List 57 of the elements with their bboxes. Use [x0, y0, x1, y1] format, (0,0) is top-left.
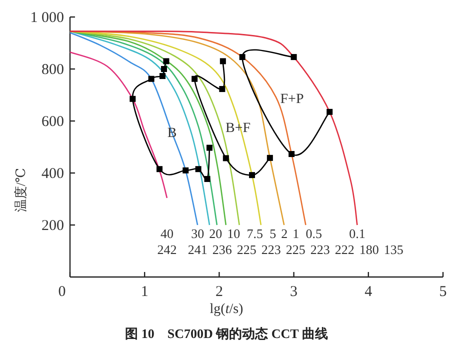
x-tick-label: 0: [58, 284, 66, 300]
point: [219, 86, 226, 92]
series-label: 0.1: [349, 226, 366, 241]
point: [222, 155, 229, 162]
point: [266, 154, 273, 161]
point: [239, 54, 246, 60]
point: [192, 76, 198, 82]
point: [290, 54, 297, 60]
text: 40: [160, 226, 174, 241]
point: [206, 144, 212, 151]
point: [204, 176, 210, 182]
x-tick-label: 1: [140, 284, 148, 300]
y-axis-title: 温度/℃: [13, 168, 28, 212]
point: [326, 108, 333, 115]
y-tick-label: 600: [42, 114, 64, 130]
point: [195, 166, 202, 172]
point: [160, 73, 166, 80]
y-tick-label: 1 000: [30, 10, 64, 26]
point: [163, 58, 170, 64]
x-tick-label: 2: [215, 284, 223, 300]
series-label: 10: [227, 226, 240, 241]
series-label: 7.5: [246, 226, 263, 241]
annotation: 242: [157, 242, 177, 257]
text: 5: [270, 226, 276, 241]
annotation: 225: [236, 242, 256, 257]
x-tick-label: 4: [364, 284, 373, 300]
annotation: F+P: [280, 92, 304, 107]
line-series: [69, 51, 168, 199]
point: [148, 76, 154, 82]
annotation: 225: [286, 242, 306, 257]
series-label: 0.5: [306, 226, 322, 241]
annotation: 135: [384, 242, 404, 257]
point: [156, 166, 163, 172]
annotation: 223: [261, 242, 281, 257]
y-tick-label: 800: [42, 62, 64, 78]
series-label: 1: [292, 226, 300, 241]
y-tick-label: 400: [42, 166, 64, 182]
annotation: 222: [334, 242, 354, 257]
annotation: 241: [188, 242, 208, 257]
line-series: [69, 30, 358, 226]
text: 图 10 SC700D 钢的动态 CCT 曲线: [125, 326, 328, 341]
point: [130, 96, 136, 102]
annotation: 180: [359, 242, 379, 257]
point: [182, 167, 189, 174]
x-tick-label: 5: [439, 284, 447, 300]
x-axis-title: lg(t/s): [210, 302, 244, 317]
point: [220, 58, 226, 64]
x-tick-label: 3: [290, 284, 298, 300]
series-label: 2: [281, 226, 288, 241]
annotation: 236: [212, 242, 232, 257]
annotation: 223: [310, 242, 330, 257]
y-tick-label: 200: [42, 218, 64, 234]
point: [288, 151, 295, 158]
series-label: 30: [191, 226, 204, 241]
point: [249, 172, 256, 178]
series-label: 20: [209, 226, 222, 241]
point: [160, 66, 167, 72]
